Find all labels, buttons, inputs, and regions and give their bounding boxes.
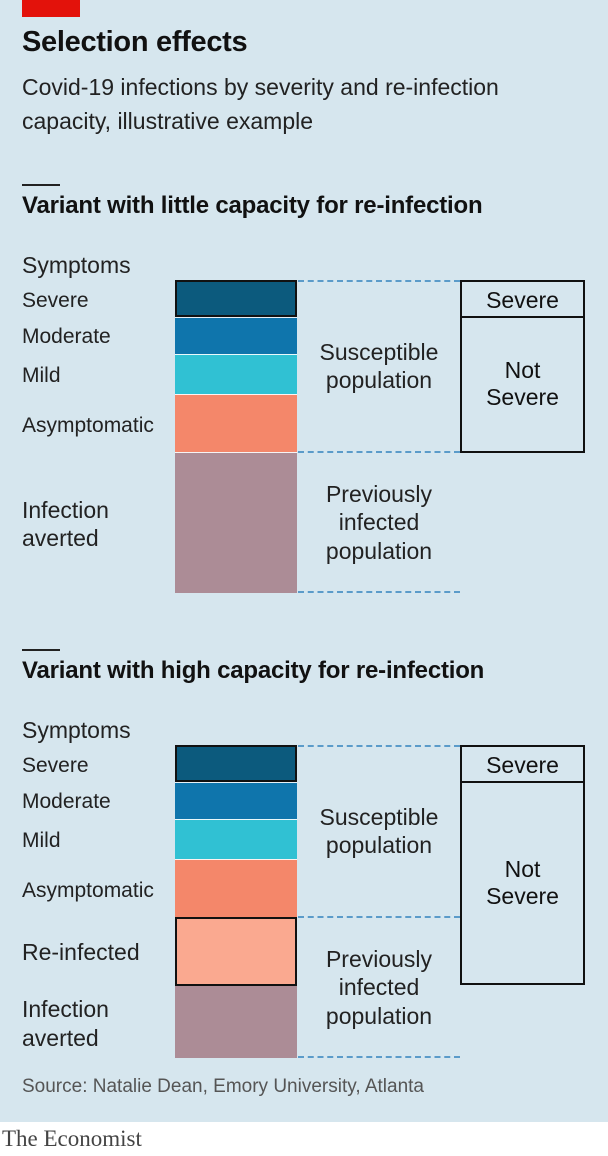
label-averted-line1: Infection [22, 996, 109, 1022]
bar-segment-reinfected [175, 917, 297, 986]
bar-segment-averted [175, 452, 297, 593]
label-moderate: Moderate [22, 790, 111, 813]
susceptible-label-line1: Susceptible [319, 804, 439, 830]
symptoms-label: Symptoms [22, 252, 131, 278]
label-mild: Mild [22, 829, 61, 852]
section-rule [22, 184, 60, 186]
dashed-line [298, 451, 460, 453]
susceptible-label-line2: population [325, 367, 433, 393]
susceptible-label-line1: Susceptible [319, 339, 439, 365]
bar-segment-asymptomatic [175, 394, 297, 452]
outcome-box-not-severe [460, 781, 585, 985]
label-severe: Severe [22, 754, 89, 777]
label-averted-line1: Infection [22, 497, 109, 523]
chart-title: Selection effects [22, 26, 248, 58]
previously-label-line3: population [325, 538, 433, 564]
label-asymptomatic: Asymptomatic [22, 414, 154, 437]
box-not-text-line2: Severe [486, 883, 559, 909]
previously-label-line2: infected [338, 974, 420, 1000]
section-title-high: Variant with high capacity for re-infect… [22, 657, 485, 684]
previously-label-line1: Previously [325, 481, 433, 507]
label-reinfected: Re-infected [22, 939, 140, 965]
chart-subtitle: Covid-19 infections by severity and re-i… [22, 74, 499, 134]
dashed-line [298, 1056, 460, 1058]
dashed-line [298, 280, 460, 282]
chart-panel: Selection effects Covid-19 infections by… [0, 0, 608, 1122]
section-rule [22, 649, 60, 651]
box-not-text-line1: Not [504, 856, 541, 882]
label-averted-line2: averted [22, 525, 99, 551]
bar-segment-averted [175, 986, 297, 1058]
bar-segment-moderate [175, 782, 297, 819]
label-moderate: Moderate [22, 325, 111, 348]
symptoms-label: Symptoms [22, 717, 131, 743]
box-not-text-line1: Not [504, 357, 541, 383]
brand-red-tag [22, 0, 80, 17]
bar-segment-moderate [175, 317, 297, 354]
bar-segment-mild [175, 354, 297, 394]
box-severe-text: Severe [486, 287, 559, 313]
label-asymptomatic: Asymptomatic [22, 879, 154, 902]
dashed-line [298, 916, 460, 918]
source-note: Source: Natalie Dean, Emory University, … [22, 1076, 424, 1097]
susceptible-label-line2: population [325, 832, 433, 858]
bar-segment-severe [175, 745, 297, 782]
box-severe-text: Severe [486, 752, 559, 778]
box-not-text-line2: Severe [486, 384, 559, 410]
bar-segment-mild [175, 819, 297, 859]
section-title-low: Variant with little capacity for re-infe… [22, 192, 483, 219]
previously-label-line3: population [325, 1003, 433, 1029]
bar-segment-asymptomatic [175, 859, 297, 917]
brand-wordmark: The Economist [2, 1126, 142, 1151]
previously-label-line1: Previously [325, 946, 433, 972]
dashed-line [298, 591, 460, 593]
label-averted-line2: averted [22, 1025, 99, 1051]
dashed-line [298, 745, 460, 747]
label-mild: Mild [22, 364, 61, 387]
previously-label-line2: infected [338, 509, 420, 535]
label-severe: Severe [22, 289, 89, 312]
outcome-box-not-severe [460, 316, 585, 453]
bar-segment-severe [175, 280, 297, 317]
